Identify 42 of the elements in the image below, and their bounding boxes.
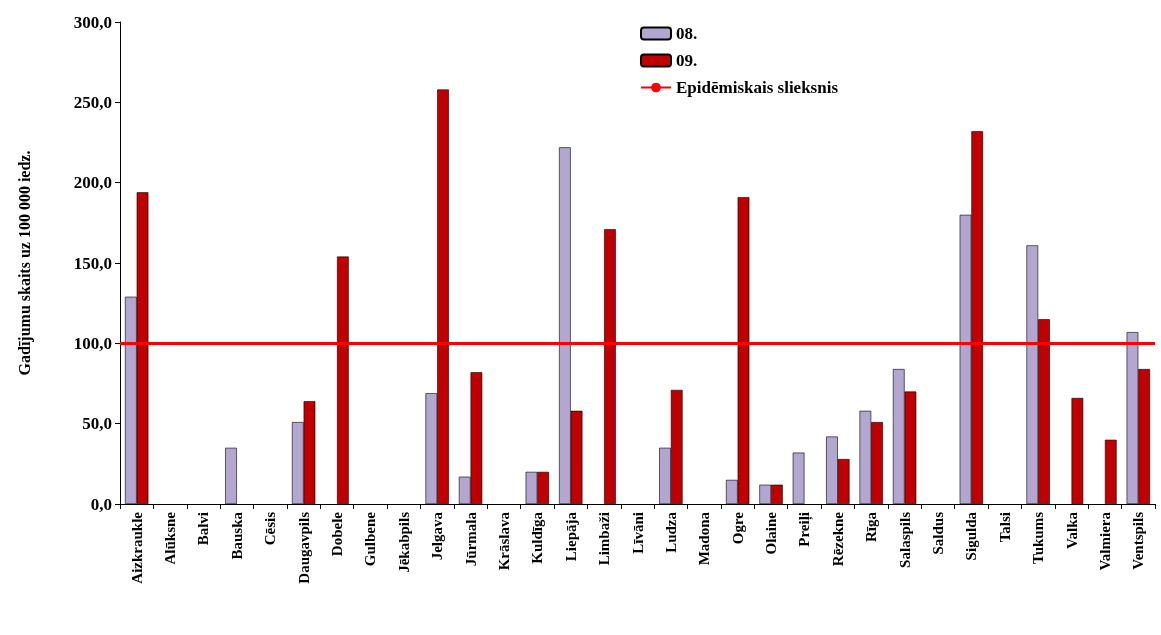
x-tick-label: Dobele <box>329 511 346 557</box>
x-tick-label: Kuldīga <box>529 511 546 564</box>
x-tick-label: Jūrmala <box>462 511 479 567</box>
x-tick-label: Līvāni <box>629 512 646 554</box>
x-tick-label: Liepāja <box>562 511 579 562</box>
x-tick-label: Sigulda <box>963 511 980 561</box>
x-tick-label: Preiļi <box>796 512 814 547</box>
x-tick-label: Madona <box>696 511 713 566</box>
x-tick-label: Balvi <box>195 512 212 546</box>
x-tick-label: Rēzekne <box>829 511 846 567</box>
legend-label: Epidēmiskais slieksnis <box>676 78 839 97</box>
y-tick-label: 150,0 <box>73 253 112 273</box>
legend-label: 09. <box>676 51 698 70</box>
x-tick-label: Alūksne <box>162 511 179 565</box>
x-tick-label: Aizkraukle <box>128 511 145 584</box>
y-tick-label: 300,0 <box>73 12 112 32</box>
x-tick-label: Limbaži <box>596 512 613 566</box>
x-tick-label: Talsi <box>996 512 1013 543</box>
x-tick-label: Cēsis <box>262 511 279 546</box>
x-tick-label: Valka <box>1063 511 1080 549</box>
y-tick-label: 100,0 <box>73 333 112 353</box>
x-tick-label: Jelgava <box>429 511 446 561</box>
y-tick-label: 0,0 <box>90 494 112 514</box>
x-tick-label: Salaspils <box>896 511 913 568</box>
x-tick-label: Bauska <box>228 511 245 560</box>
x-tick-label: Daugavpils <box>295 511 312 584</box>
y-tick-label: 50,0 <box>82 414 112 434</box>
x-tick-label: Ogre <box>729 511 746 545</box>
x-tick-label: Valmiera <box>1096 511 1113 571</box>
x-tick-label: Saldus <box>929 511 946 555</box>
x-tick-label: Rīga <box>863 511 880 542</box>
y-tick-label: 250,0 <box>73 92 112 112</box>
x-tick-label: Olaine <box>763 511 780 555</box>
x-tick-label: Krāslava <box>495 511 512 571</box>
x-tick-label: Ventspils <box>1130 511 1147 570</box>
y-tick-label: 200,0 <box>73 173 112 193</box>
y-axis-title: Gadījumu skaits uz 100 000 iedz. <box>15 150 34 376</box>
x-tick-label: Tukums <box>1030 511 1047 564</box>
x-tick-label: Gulbene <box>362 511 379 567</box>
legend-label: 08. <box>676 24 698 43</box>
x-tick-label: Ludza <box>662 511 679 553</box>
x-tick-label: Jēkabpils <box>395 511 412 573</box>
